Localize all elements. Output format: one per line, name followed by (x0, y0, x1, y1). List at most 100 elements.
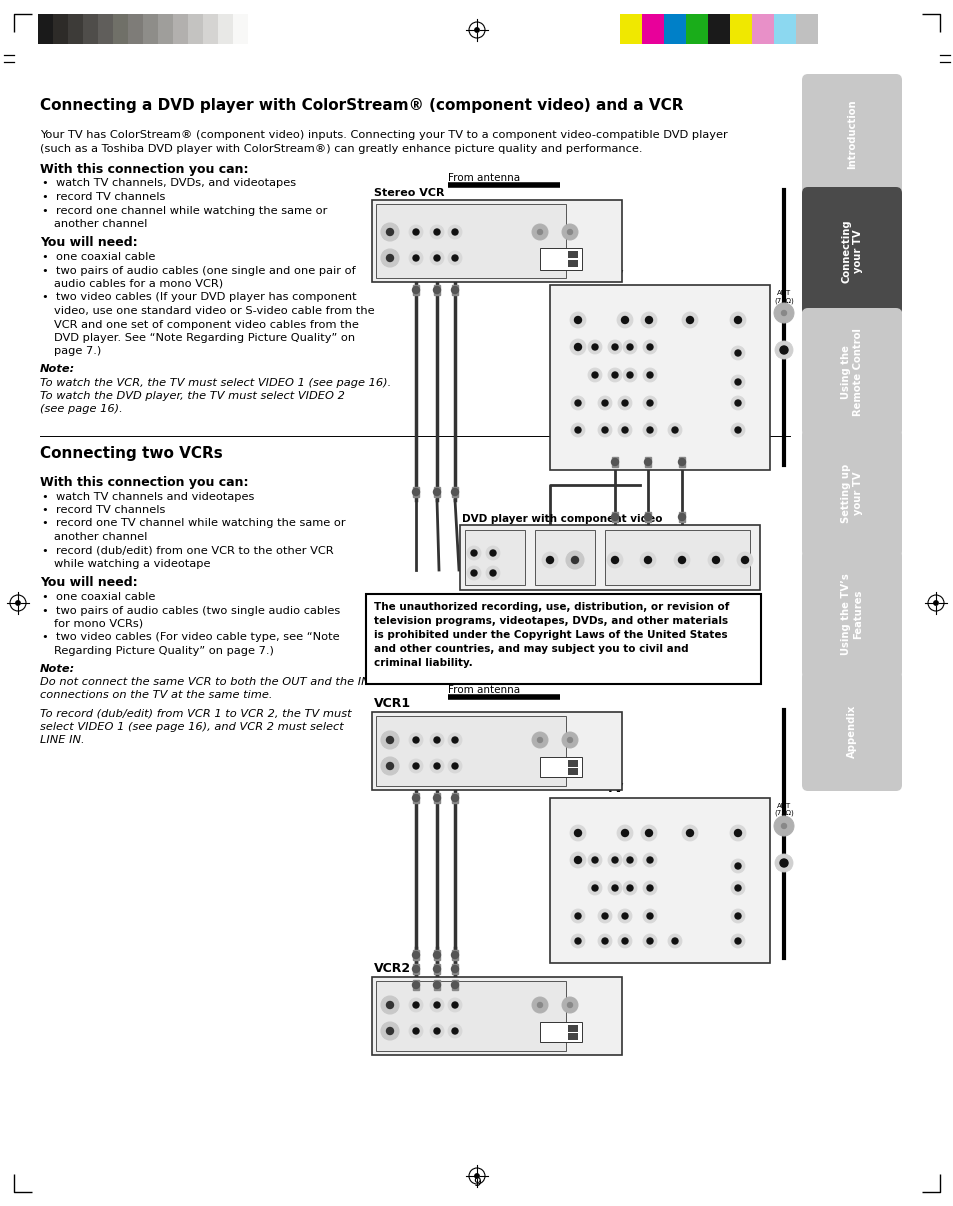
Text: IN: IN (569, 289, 578, 299)
Circle shape (485, 546, 499, 560)
Circle shape (574, 856, 581, 863)
Bar (366, 595, 760, 684)
Circle shape (621, 938, 627, 944)
Text: Using the TV’s
Features: Using the TV’s Features (841, 573, 862, 655)
Bar (729, 14, 751, 43)
Circle shape (626, 885, 633, 891)
Circle shape (740, 556, 748, 563)
Circle shape (734, 863, 740, 870)
Circle shape (386, 762, 393, 769)
Circle shape (607, 853, 621, 867)
Circle shape (409, 733, 422, 747)
Circle shape (430, 226, 443, 239)
Circle shape (471, 550, 476, 556)
Circle shape (933, 601, 937, 605)
Circle shape (626, 344, 633, 350)
Circle shape (730, 423, 744, 437)
Text: for mono VCRs): for mono VCRs) (54, 619, 143, 630)
Circle shape (606, 552, 622, 568)
Text: VIDEO: VIDEO (412, 718, 432, 724)
Text: •  one coaxial cable: • one coaxial cable (42, 592, 155, 602)
Circle shape (644, 458, 651, 466)
Circle shape (618, 396, 631, 410)
Text: CH4: CH4 (541, 260, 556, 267)
Circle shape (433, 982, 440, 989)
Text: IN: IN (569, 803, 578, 812)
Circle shape (622, 368, 637, 382)
Bar (83, 14, 98, 43)
Circle shape (451, 952, 458, 959)
Circle shape (434, 1028, 439, 1034)
Circle shape (569, 312, 585, 328)
Circle shape (734, 913, 740, 919)
Circle shape (601, 427, 607, 433)
Circle shape (433, 952, 440, 959)
Circle shape (386, 1001, 393, 1008)
Circle shape (646, 400, 652, 406)
Circle shape (667, 423, 681, 437)
Text: IN from ANT  OUT to TV: IN from ANT OUT to TV (532, 722, 614, 728)
Text: Note:: Note: (40, 663, 75, 673)
Bar (452, 980, 457, 990)
Circle shape (673, 552, 689, 568)
Circle shape (678, 556, 685, 563)
Circle shape (467, 546, 480, 560)
Bar (375, 716, 565, 786)
Circle shape (452, 254, 457, 260)
Text: video, use one standard video or S-video cable from the: video, use one standard video or S-video… (54, 306, 375, 316)
Circle shape (620, 316, 628, 323)
Text: 2: 2 (464, 543, 469, 548)
Circle shape (646, 344, 652, 350)
Text: •  record TV channels: • record TV channels (42, 192, 165, 201)
Text: AUDIO: AUDIO (596, 333, 614, 338)
Circle shape (640, 825, 657, 841)
Circle shape (380, 996, 398, 1014)
Circle shape (412, 488, 419, 496)
Text: page 7.): page 7.) (54, 346, 101, 357)
Circle shape (621, 427, 627, 433)
Circle shape (537, 229, 542, 234)
Circle shape (612, 857, 618, 863)
Circle shape (430, 759, 443, 773)
Circle shape (575, 913, 580, 919)
Circle shape (380, 757, 398, 775)
Bar (751, 14, 773, 43)
Text: S-VIDEO: S-VIDEO (381, 718, 407, 724)
Bar (413, 950, 418, 960)
Text: •  record one TV channel while watching the same or: • record one TV channel while watching t… (42, 519, 345, 528)
Text: VIDEO-2: VIDEO-2 (614, 902, 636, 907)
Bar (550, 285, 769, 470)
Circle shape (571, 556, 578, 563)
FancyBboxPatch shape (801, 550, 901, 678)
Text: VIDEO: VIDEO (680, 814, 699, 819)
FancyBboxPatch shape (801, 187, 901, 315)
Circle shape (729, 825, 745, 841)
Circle shape (490, 550, 496, 556)
Circle shape (621, 913, 627, 919)
Text: LINE IN.: LINE IN. (40, 734, 85, 745)
Circle shape (734, 938, 740, 944)
FancyBboxPatch shape (801, 671, 901, 791)
Text: VIDEO  S-VIDEO: VIDEO S-VIDEO (539, 529, 582, 535)
Circle shape (642, 368, 657, 382)
Circle shape (642, 933, 657, 948)
Circle shape (601, 938, 607, 944)
Circle shape (413, 254, 418, 260)
Text: select VIDEO 1 (see page 16), and VCR 2 must select: select VIDEO 1 (see page 16), and VCR 2 … (40, 721, 343, 732)
Circle shape (413, 763, 418, 769)
Circle shape (646, 427, 652, 433)
Circle shape (626, 371, 633, 377)
Circle shape (611, 556, 618, 563)
Circle shape (413, 737, 418, 743)
Circle shape (730, 909, 744, 923)
Circle shape (561, 732, 578, 748)
Circle shape (618, 933, 631, 948)
Text: AUDIO: AUDIO (434, 206, 454, 211)
Circle shape (567, 738, 572, 743)
Text: VIDEO: VIDEO (728, 302, 746, 306)
Bar (535, 529, 595, 585)
Bar (413, 487, 418, 497)
Text: COLOR
STREAM
INPUT: COLOR STREAM INPUT (638, 812, 659, 829)
Circle shape (532, 997, 547, 1013)
Circle shape (730, 375, 744, 390)
